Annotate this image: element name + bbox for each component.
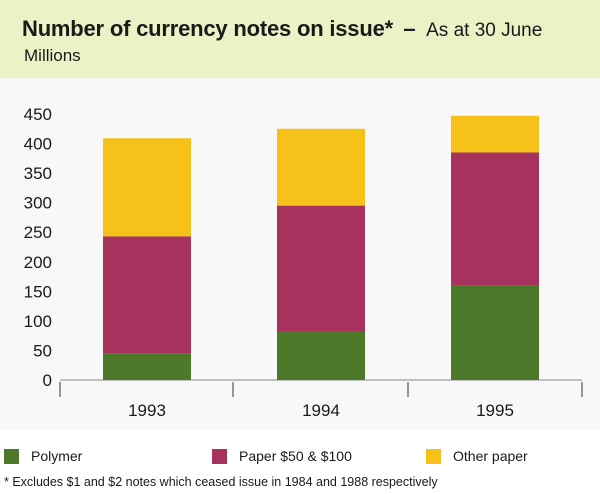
bar-1993-paper-50-100	[103, 236, 191, 354]
legend-item-polymer: Polymer	[4, 448, 82, 464]
y-tick-label-150: 150	[24, 282, 52, 301]
legend-item-other-paper: Other paper	[426, 448, 528, 464]
units-label: Millions	[24, 46, 81, 65]
chart-title: Number of currency notes on issue*	[22, 16, 393, 41]
bar-1995-polymer	[451, 285, 539, 380]
y-tick-label-50: 50	[33, 341, 52, 360]
y-tick-label-200: 200	[24, 253, 52, 272]
y-tick-label-300: 300	[24, 194, 52, 213]
y-tick-label-0: 0	[43, 371, 52, 390]
legend-label-paper-50-100: Paper $50 & $100	[239, 448, 352, 464]
footnote: * Excludes $1 and $2 notes which ceased …	[4, 475, 438, 489]
legend-item-paper-50-100: Paper $50 & $100	[212, 448, 352, 464]
y-tick-label-400: 400	[24, 135, 52, 154]
chart-header: Number of currency notes on issue* – As …	[0, 0, 600, 78]
title-line: Number of currency notes on issue* – As …	[22, 16, 542, 42]
bar-1994-other-paper	[277, 128, 365, 206]
y-tick-label-100: 100	[24, 312, 52, 331]
stacked-bar-chart: 0 50 100 150 200 250 300 350 400 450 1993 1994 1995	[24, 105, 583, 420]
bar-1993-polymer	[103, 353, 191, 380]
legend-swatch-polymer	[4, 448, 19, 464]
bar-1994-paper-50-100	[277, 205, 365, 332]
title-separator: –	[403, 16, 416, 41]
bar-1995-other-paper	[451, 115, 539, 153]
legend-label-other-paper: Other paper	[453, 448, 528, 464]
bar-1993-other-paper	[103, 138, 191, 237]
legend-swatch-paper-50-100	[212, 448, 227, 464]
x-tick-label-1994: 1994	[302, 401, 340, 420]
bar-1994-polymer	[277, 331, 365, 380]
x-tick-label-1993: 1993	[128, 401, 166, 420]
x-tick-label-1995: 1995	[476, 401, 514, 420]
bar-1995-paper-50-100	[451, 152, 539, 286]
chart-subtitle: As at 30 June	[426, 20, 543, 41]
y-tick-label-350: 350	[24, 164, 52, 183]
legend-label-polymer: Polymer	[31, 448, 83, 464]
legend-swatch-other-paper	[426, 448, 441, 464]
y-tick-label-450: 450	[24, 105, 52, 124]
y-tick-label-250: 250	[24, 223, 52, 242]
